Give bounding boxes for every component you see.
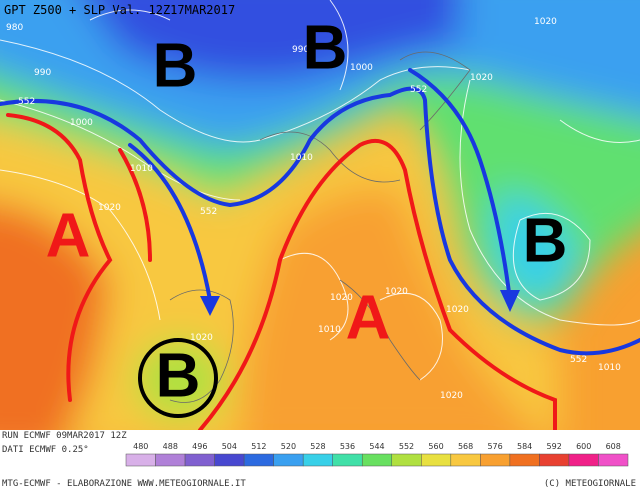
colorbar-cell (421, 453, 452, 467)
system-letter: B (156, 341, 201, 410)
fronts (0, 68, 640, 430)
isobar-label: 1020 (534, 17, 557, 27)
colorbar-label: 488 (163, 442, 178, 451)
isobar-label: 990 (292, 45, 309, 55)
colorbar-label: 576 (487, 442, 502, 451)
colorbar-cell (509, 453, 540, 467)
colorbar-cell (361, 453, 393, 467)
isobar-label: 1000 (350, 63, 373, 73)
colorbar-cell (302, 453, 333, 467)
colorbar-label: 560 (428, 442, 443, 451)
isobar-label: 1010 (130, 164, 153, 174)
colorbar-cell (243, 453, 274, 467)
system-letter: B (303, 13, 348, 82)
arrowheads (200, 290, 520, 316)
system-letter: A (46, 201, 91, 270)
colorbar-label: 480 (133, 442, 148, 451)
colorbar-cell (125, 453, 156, 467)
colorbar-label: 568 (458, 442, 473, 451)
map-title: GPT Z500 + SLP Val. 12Z17MAR2017 (4, 3, 235, 17)
circle-marker (138, 338, 218, 418)
system-letter: B (523, 206, 568, 275)
colorbar-label: 600 (576, 442, 591, 451)
colorbar: 480 488 496 504 512 520 528 536 544 552 560 568 576 5… (125, 442, 629, 467)
colorbar-label: 536 (340, 442, 355, 451)
colorbar-label: 512 (251, 442, 266, 451)
isobar-label: 980 (6, 23, 23, 33)
run-info: RUN ECMWF 09MAR2017 12Z (2, 431, 127, 441)
colorbar-cell (450, 453, 481, 467)
colorbar-label: 496 (192, 442, 207, 451)
isobar-label: 1000 (70, 118, 93, 128)
colorbar-label: 592 (547, 442, 562, 451)
isobar-label: 1020 (330, 293, 353, 303)
copyright: (C) METEOGIORNALE (544, 479, 636, 489)
isobar-label: 1020 (440, 391, 463, 401)
isobar-labels: 980 990 990 1000 1000 1010 1010 1020 1020 1020 102… (6, 17, 621, 401)
isobar-label: 1020 (190, 333, 213, 343)
isobar-label: 1010 (598, 363, 621, 373)
isobar-label: 552 (18, 97, 35, 107)
colorbar-cell (155, 453, 186, 467)
colorbar-cell (214, 453, 245, 467)
colorbar-label: 584 (517, 442, 532, 451)
colorbar-cell (598, 453, 629, 467)
map-field: 980 990 990 1000 1000 1010 1010 1020 1020 1020 102… (0, 0, 640, 430)
isobar-label: 1020 (385, 287, 408, 297)
colorbar-cell (480, 453, 511, 467)
colorbar-cell (539, 453, 570, 467)
colorbar-label: 504 (222, 442, 237, 451)
isobar-label: 1010 (318, 325, 341, 335)
coastlines (169, 51, 471, 403)
colorbar-label: 608 (606, 442, 621, 451)
isobar-label: 552 (570, 355, 587, 365)
credits: MTG-ECMWF - ELABORAZIONE WWW.METEOGIORNA… (2, 479, 246, 489)
pressure-systems: B B B A A B (46, 13, 568, 410)
colorbar-cell (184, 453, 215, 467)
colorbar-cell (273, 453, 304, 467)
isobar-label: 990 (34, 68, 51, 78)
colorbar-label: 552 (399, 442, 414, 451)
colorbar-label: 544 (369, 442, 384, 451)
isobar-label: 1020 (98, 203, 121, 213)
data-source: DATI ECMWF 0.25° (2, 445, 89, 455)
colorbar-label: 528 (310, 442, 325, 451)
colorbar-cell (391, 453, 422, 467)
system-letter: B (153, 31, 198, 100)
colorbar-cell (332, 453, 363, 467)
colorbar-label: 520 (281, 442, 296, 451)
colorbar-cell (568, 453, 599, 467)
isobar-label: 1010 (290, 153, 313, 163)
system-letter: A (346, 283, 391, 352)
isobar-label: 1020 (470, 73, 493, 83)
isobar-label: 1020 (446, 305, 469, 315)
isobar-label: 552 (200, 207, 217, 217)
isobar-label: 552 (410, 85, 427, 95)
